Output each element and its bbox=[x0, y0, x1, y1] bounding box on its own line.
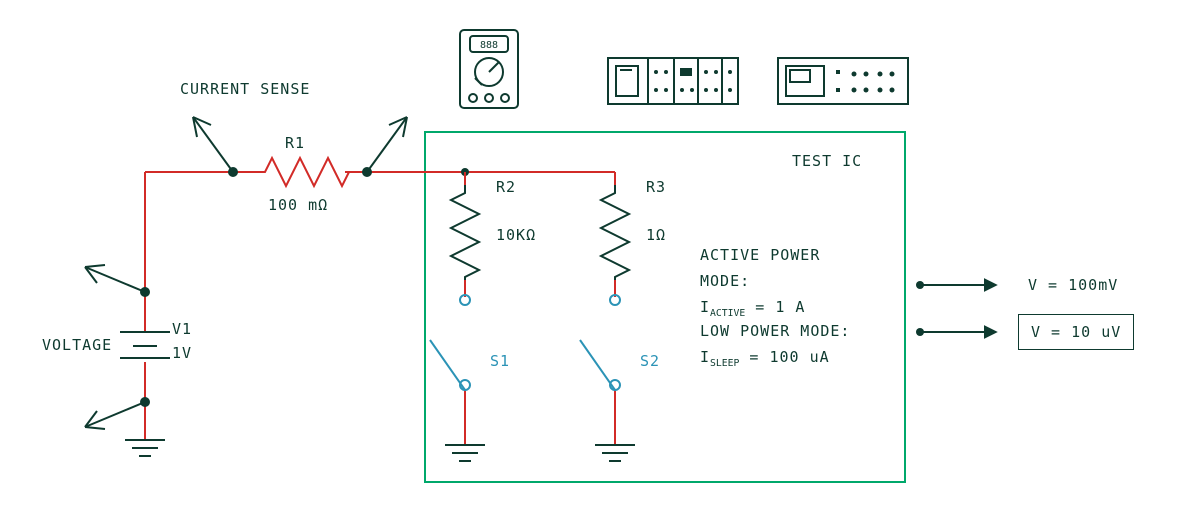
rack-instrument-icon bbox=[608, 58, 738, 104]
r2-name: R2 bbox=[496, 178, 516, 196]
v1-value: 1V bbox=[172, 344, 192, 362]
r2-value: 10KΩ bbox=[496, 226, 536, 244]
r1-value: 100 mΩ bbox=[268, 196, 328, 214]
s2-name: S2 bbox=[640, 352, 660, 370]
r3-value: 1Ω bbox=[646, 226, 666, 244]
test-ic-label: TEST IC bbox=[792, 152, 862, 170]
voltage-label: VOLTAGE bbox=[42, 336, 112, 354]
r3-name: R3 bbox=[646, 178, 666, 196]
ground-s1 bbox=[445, 445, 485, 461]
multimeter-icon: 888 bbox=[460, 30, 518, 108]
svg-text:888: 888 bbox=[480, 40, 498, 51]
ic-i-active: IACTIVE = 1 A bbox=[700, 298, 805, 319]
resistor-r3 bbox=[601, 185, 629, 280]
switch-s1 bbox=[430, 340, 470, 390]
ic-i-sleep: ISLEEP = 100 uA bbox=[700, 348, 830, 369]
oscilloscope-icon bbox=[778, 58, 908, 104]
resistor-r1 bbox=[255, 158, 355, 186]
ground-v1 bbox=[125, 440, 165, 456]
output-v-sleep: V = 10 uV bbox=[1018, 314, 1134, 350]
v1-name: V1 bbox=[172, 320, 192, 338]
s1-name: S1 bbox=[490, 352, 510, 370]
ground-s2 bbox=[595, 445, 635, 461]
output-arrows bbox=[916, 281, 995, 336]
ic-mode: MODE: bbox=[700, 272, 750, 290]
resistor-r2 bbox=[451, 185, 479, 280]
ic-low-power: LOW POWER MODE: bbox=[700, 322, 850, 340]
output-v-active: V = 100mV bbox=[1028, 276, 1118, 294]
switch-s2 bbox=[580, 340, 620, 390]
ic-active-power: ACTIVE POWER bbox=[700, 246, 820, 264]
r1-name: R1 bbox=[285, 134, 305, 152]
current-sense-label: CURRENT SENSE bbox=[180, 80, 310, 98]
circuit-canvas: 888 bbox=[0, 0, 1200, 522]
